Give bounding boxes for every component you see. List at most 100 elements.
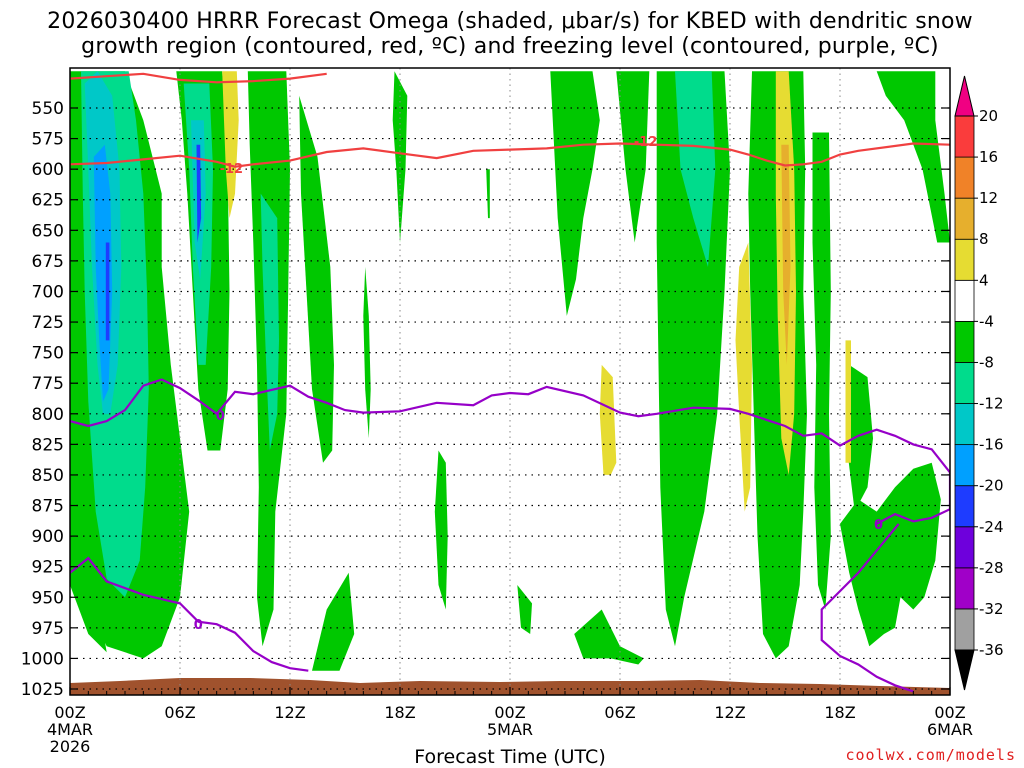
y-tick-label-650: 650 [32, 221, 64, 241]
colorbar-arrow-low [954, 649, 975, 691]
colorbar-bin-10 [954, 238, 975, 281]
x-tick-label-18-0: 18Z [384, 703, 415, 722]
contour-label-3: 0 [216, 409, 225, 424]
colorbar-label-2: 12 [979, 189, 998, 207]
omega-shade-region-34 [845, 340, 851, 463]
y-tick-label-875: 875 [32, 497, 64, 517]
omega-shade-region-32 [840, 462, 941, 647]
y-tick-label-900: 900 [32, 527, 64, 547]
y-tick-label-625: 625 [32, 191, 64, 211]
y-tick-label-675: 675 [32, 252, 64, 272]
y-axis: 550 575 600 625 650 675 700 725 750 775 800 825 850 8… [21, 99, 950, 700]
omega-shade-region-30 [812, 132, 831, 610]
colorbar-bin-11 [954, 197, 975, 240]
y-tick-label-550: 550 [32, 99, 64, 119]
omega-shade-region-17 [434, 450, 448, 610]
contour-layer: -12 -12 0 0 0 [70, 72, 950, 693]
colorbar-bin-13 [954, 115, 975, 158]
omega-shade-region-18 [517, 585, 532, 634]
omega-shading-layer [70, 71, 950, 671]
y-tick-label-800: 800 [32, 405, 64, 425]
x-tick-label-36-0: 12Z [714, 703, 745, 722]
y-tick-label-725: 725 [32, 313, 64, 333]
colorbar-bin-3 [954, 526, 975, 569]
y-tick-label-750: 750 [32, 344, 64, 364]
y-tick-label-600: 600 [32, 160, 64, 180]
x-axis-label: Forecast Time (UTC) [414, 746, 605, 768]
chart-title-line2: growth region (contoured, red, ºC) and f… [81, 34, 939, 59]
colorbar-label-13: -36 [979, 641, 1004, 659]
x-tick-label-48-0: 00Z [934, 703, 965, 722]
omega-shade-region-20 [550, 71, 600, 316]
contour-label-2: -12 [634, 135, 658, 150]
colorbar-bin-8 [954, 320, 975, 363]
colorbar: 20 16 12 8 4 -4 -8 -12 -16 -20 -24 -28 -32 -36 [954, 75, 1004, 691]
colorbar-bin-1 [954, 608, 975, 651]
colorbar-bin-6 [954, 403, 975, 446]
omega-shade-region-1 [70, 71, 107, 653]
y-tick-label-825: 825 [32, 435, 64, 455]
x-tick-label-6-0: 06Z [164, 703, 195, 722]
omega-shade-region-29 [599, 364, 617, 475]
omega-shade-region-14 [312, 572, 355, 671]
y-tick-label-700: 700 [32, 282, 64, 302]
x-tick-label-30-0: 06Z [604, 703, 635, 722]
colorbar-bin-2 [954, 567, 975, 610]
colorbar-label-9: -20 [979, 477, 1004, 495]
colorbar-label-4: 4 [979, 271, 989, 289]
chart-title-line1: 2026030400 HRRR Forecast Omega (shaded, … [47, 9, 973, 34]
omega-shade-region-9 [196, 144, 202, 243]
omega-shade-region-5 [105, 242, 110, 341]
contour-line-3 [70, 378, 950, 510]
contour-line-6 [820, 523, 914, 693]
y-tick-label-950: 950 [32, 588, 64, 608]
omega-shade-region-21 [616, 71, 650, 243]
omega-shade-region-19 [486, 169, 490, 219]
x-tick-label-0-2: 2026 [50, 737, 91, 756]
y-tick-label-925: 925 [32, 558, 64, 578]
x-tick-label-12-0: 12Z [274, 703, 305, 722]
y-tick-label-775: 775 [32, 374, 64, 394]
credit-text: coolwx.com/models [845, 746, 1016, 764]
colorbar-label-12: -32 [979, 600, 1004, 618]
y-tick-label-975: 975 [32, 619, 64, 639]
omega-shade-region-33 [847, 364, 873, 512]
contour-line-0 [70, 142, 950, 168]
omega-shade-region-31 [876, 71, 950, 243]
x-tick-label-0-1: 4MAR [47, 720, 93, 739]
omega-shade-region-15 [363, 267, 371, 439]
omega-shade-region-28 [735, 242, 752, 512]
contour-label-0: -12 [220, 162, 244, 177]
contour-label-4: 0 [194, 618, 203, 633]
omega-shade-region-12 [260, 193, 279, 451]
colorbar-bin-4 [954, 485, 975, 528]
y-tick-label-850: 850 [32, 466, 64, 486]
contour-line-5 [876, 508, 950, 525]
colorbar-bin-5 [954, 444, 975, 487]
colorbar-label-5: -4 [979, 312, 994, 330]
colorbar-arrow-high [954, 75, 975, 117]
omega-shade-region-13 [299, 95, 334, 463]
x-tick-label-48-1: 6MAR [927, 720, 973, 739]
contour-line-4 [70, 556, 309, 672]
x-tick-label-24-1: 5MAR [487, 720, 533, 739]
colorbar-label-1: 16 [979, 148, 998, 166]
x-tick-label-42-0: 18Z [824, 703, 855, 722]
contour-line-1 [70, 72, 327, 84]
x-tick-label-24-0: 00Z [494, 703, 525, 722]
colorbar-label-3: 8 [979, 230, 989, 248]
omega-shade-region-27 [781, 144, 791, 365]
y-tick-label-1025: 1025 [21, 680, 64, 700]
colorbar-bin-12 [954, 156, 975, 199]
colorbar-label-0: 20 [979, 107, 998, 125]
colorbar-label-8: -16 [979, 436, 1004, 454]
contour-label-5: 0 [874, 518, 883, 533]
colorbar-bin-7 [954, 362, 975, 404]
colorbar-label-6: -8 [979, 353, 994, 371]
omega-shade-region-22 [574, 609, 644, 665]
y-tick-label-575: 575 [32, 130, 64, 150]
y-tick-label-1000: 1000 [21, 649, 64, 669]
x-tick-label-0-0: 00Z [54, 703, 85, 722]
